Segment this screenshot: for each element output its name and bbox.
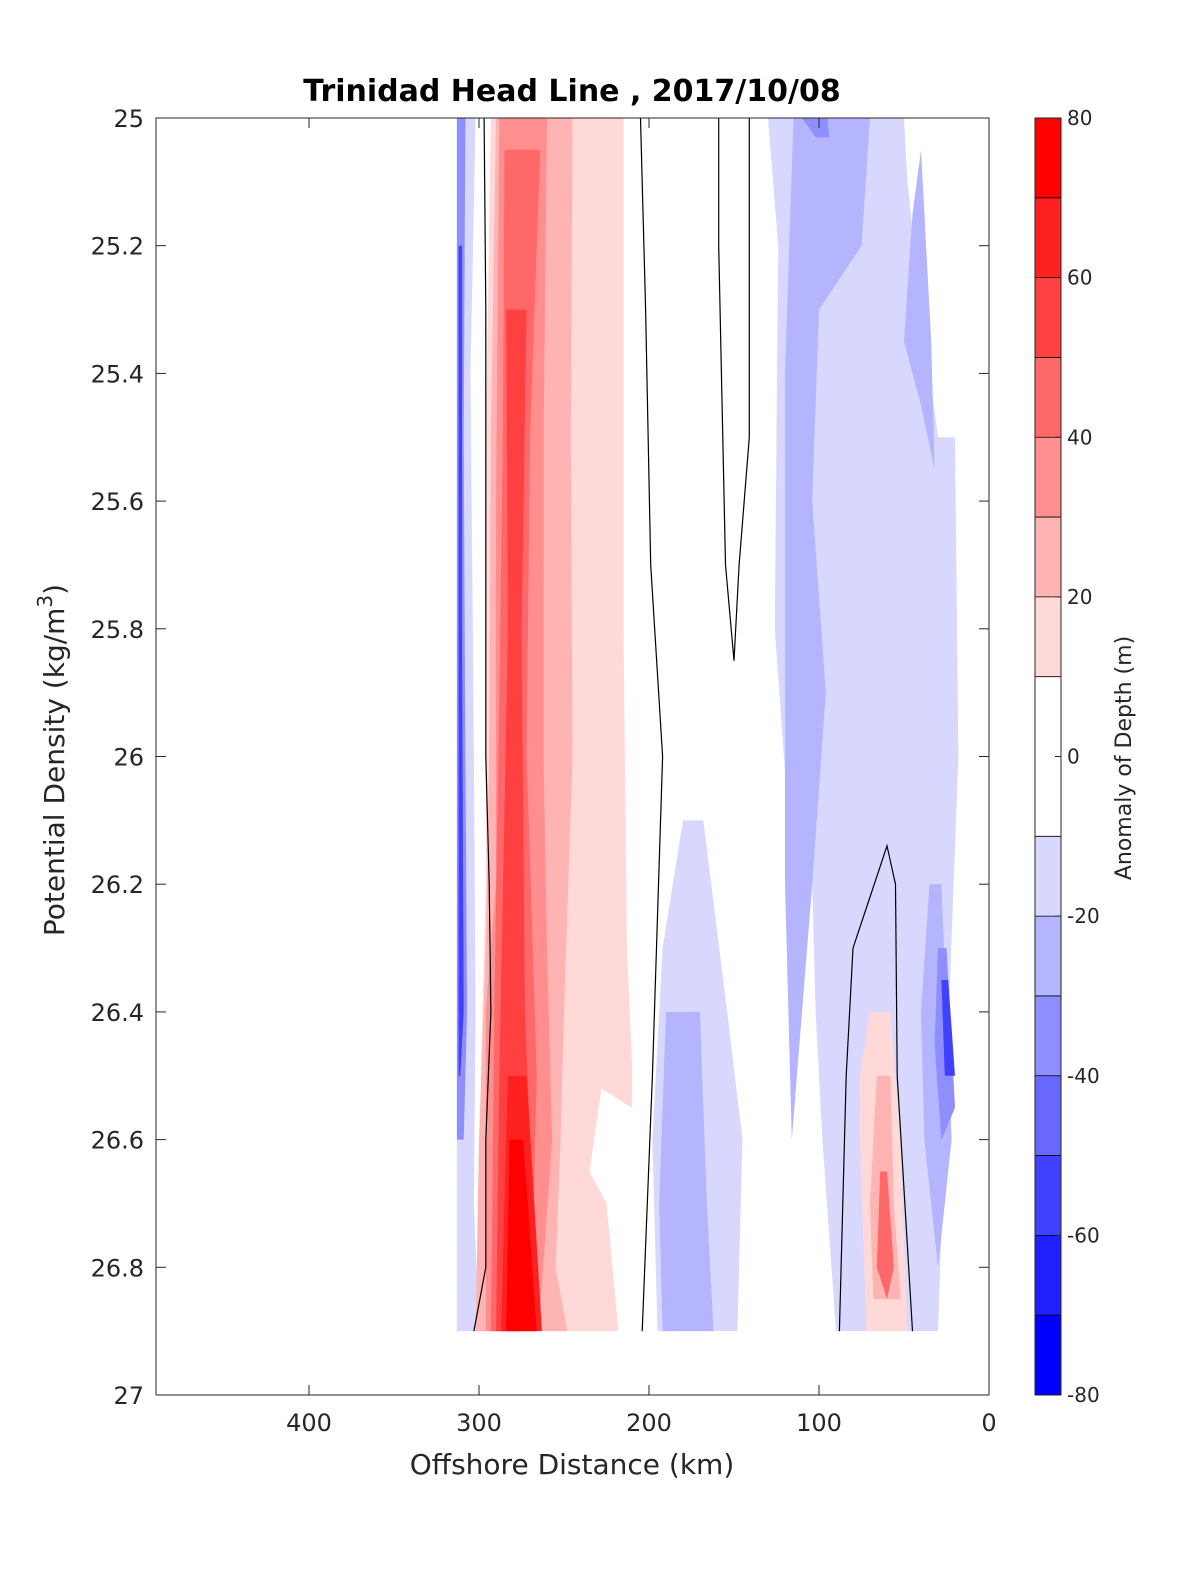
- x-tick-label: 100: [796, 1409, 842, 1437]
- colorbar-tick-label: -80: [1067, 1383, 1100, 1407]
- colorbar-segment: [1035, 357, 1061, 438]
- contour-region-18: [941, 980, 955, 1076]
- y-tick-label: 26.4: [91, 999, 144, 1027]
- contour-line-layer: [473, 118, 914, 1332]
- contour-region-12: [785, 118, 870, 1140]
- y-axis-label: Potential Density (kg/m3): [33, 584, 71, 936]
- colorbar-label: Anomaly of Depth (m): [1112, 636, 1137, 880]
- colorbar-segment: [1035, 1315, 1061, 1395]
- y-tick-label: 26.8: [91, 1254, 144, 1282]
- colorbar-tick-label: 80: [1067, 106, 1092, 130]
- colorbar-segment: [1035, 437, 1061, 518]
- colorbar-tick-label: 40: [1067, 425, 1092, 449]
- colorbar-segment: [1035, 916, 1061, 996]
- contour-region-7: [496, 309, 530, 1332]
- y-tick-label: 25: [113, 105, 144, 133]
- colorbar-tick-label: 60: [1067, 266, 1092, 290]
- contour-fill-layer: [456, 118, 959, 1332]
- contour-line-2: [718, 118, 750, 661]
- y-axis-label-main: Potential Density (kg/m: [38, 608, 71, 937]
- contour-region-21: [876, 1171, 894, 1300]
- colorbar-segment: [1035, 596, 1061, 677]
- y-tick-label: 26: [113, 744, 144, 772]
- contour-line-0: [473, 118, 492, 1332]
- x-axis: 400 300 200 100 0: [286, 118, 997, 1437]
- y-tick-label: 26.2: [91, 871, 144, 899]
- colorbar-segment: [1035, 836, 1061, 917]
- colorbar-segment: [1035, 995, 1061, 1076]
- colorbar-tick-label: 20: [1067, 585, 1092, 609]
- contour-region-2: [458, 245, 464, 1076]
- x-axis-label: Offshore Distance (km): [410, 1448, 735, 1481]
- colorbar-segment: [1035, 1155, 1061, 1236]
- colorbar-segment: [1035, 517, 1061, 597]
- y-tick-label: 25.2: [91, 233, 144, 261]
- contour-region-10: [768, 118, 959, 1332]
- y-axis-label-end: ): [38, 584, 71, 595]
- contour-region-16: [802, 118, 830, 138]
- colorbar-segment: [1035, 1075, 1061, 1156]
- y-tick-label: 25.8: [91, 616, 144, 644]
- y-tick-label: 26.6: [91, 1127, 144, 1155]
- chart-title: Trinidad Head Line , 2017/10/08: [303, 74, 840, 109]
- y-axis-label-superscript: 3: [33, 595, 57, 608]
- colorbar-segment: [1035, 118, 1061, 198]
- contour-region-9: [506, 1139, 537, 1332]
- contour-line-1: [639, 118, 664, 1332]
- colorbar-segment: [1035, 277, 1061, 358]
- y-tick-label: 25.4: [91, 360, 144, 388]
- colorbar-tick-label: -60: [1067, 1223, 1100, 1247]
- y-tick-label: 25.6: [91, 488, 144, 516]
- y-tick-label: 27: [113, 1382, 144, 1410]
- colorbar-tick-label: -40: [1067, 1064, 1100, 1088]
- contour-region-13: [659, 1011, 714, 1332]
- colorbar-segment: [1035, 1235, 1061, 1316]
- contour-region-14: [904, 149, 935, 470]
- colorbar-ticks: 80 60 40 20 0 -20 -40 -60 -80: [1055, 106, 1100, 1407]
- colorbar-tick-label: -20: [1067, 904, 1100, 928]
- x-tick-label: 0: [981, 1409, 996, 1437]
- colorbar-tick-label: 0: [1067, 745, 1080, 769]
- y-axis: 25 25.2 25.4 25.6 25.8 26 26.2 26.4 26.6 26.8 27: [91, 105, 989, 1410]
- contour-line-3: [838, 843, 914, 1332]
- colorbar-segment: [1035, 197, 1061, 278]
- x-tick-label: 300: [456, 1409, 502, 1437]
- x-tick-label: 400: [286, 1409, 332, 1437]
- x-tick-label: 200: [626, 1409, 672, 1437]
